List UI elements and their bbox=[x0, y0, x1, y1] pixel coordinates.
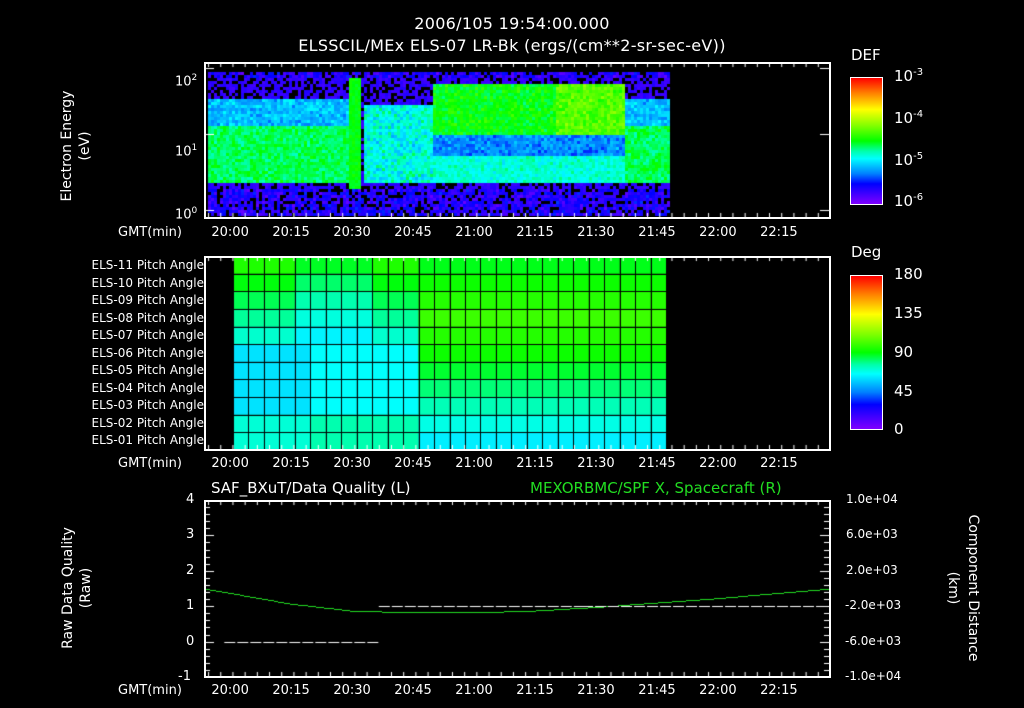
energy-ylabel-line1: Electron Energy bbox=[59, 90, 75, 202]
time-axis-ticks: 20:00 20:15 20:30 20:45 21:00 21:15 21:30 21:45… bbox=[0, 456, 1024, 472]
data-quality-plot bbox=[204, 500, 830, 677]
distance-ytick: 2.0e+03 bbox=[846, 562, 898, 577]
quality-ytick: -1 bbox=[178, 669, 191, 684]
time-tick-label: 20:00 bbox=[211, 456, 249, 471]
energy-spectrogram bbox=[204, 62, 830, 218]
time-tick-label: 22:00 bbox=[699, 456, 737, 471]
quality-ytick: 0 bbox=[186, 633, 195, 649]
time-tick-label: 20:30 bbox=[333, 225, 371, 240]
def-tick-1e-4: 10-4 bbox=[894, 109, 924, 127]
time-tick-label: 21:30 bbox=[577, 456, 615, 471]
pitch-angle-row-label: ELS-10 Pitch Angle bbox=[91, 275, 204, 290]
deg-colorbar bbox=[850, 275, 883, 430]
quality-ytick: 2 bbox=[186, 562, 195, 578]
quality-ytick: 4 bbox=[186, 492, 195, 507]
time-tick-label: 22:00 bbox=[699, 225, 737, 240]
deg-tick-90: 90 bbox=[894, 343, 914, 361]
time-tick-label: 21:00 bbox=[455, 225, 493, 240]
pitch-angle-row-label: ELS-05 Pitch Angle bbox=[91, 363, 204, 377]
time-tick-label: 21:15 bbox=[516, 456, 554, 471]
data-quality-plot-frame bbox=[204, 500, 831, 678]
time-tick-label: 20:15 bbox=[272, 225, 310, 240]
deg-colorbar-title: Deg bbox=[851, 243, 882, 261]
time-tick-label: 22:00 bbox=[699, 683, 737, 698]
pitch-angle-grid bbox=[204, 256, 830, 450]
time-tick-label: 22:15 bbox=[760, 683, 798, 698]
pitch-angle-row-label: ELS-03 Pitch Angle bbox=[91, 398, 204, 412]
distance-ytick: -6.0e+03 bbox=[845, 633, 902, 648]
energy-plot-frame bbox=[204, 62, 831, 219]
time-axis-ticks: 20:00 20:15 20:30 20:45 21:00 21:15 21:30 21:45… bbox=[0, 225, 1024, 241]
time-axis-ticks: 20:00 20:15 20:30 20:45 21:00 21:15 21:30 21:45… bbox=[0, 683, 1024, 699]
quality-ytick: 3 bbox=[186, 527, 195, 543]
def-tick-1e-3: 10-3 bbox=[894, 67, 924, 85]
time-tick-label: 21:30 bbox=[577, 225, 615, 240]
time-tick-label: 22:15 bbox=[760, 225, 798, 240]
time-axis-label: GMT(min) bbox=[118, 683, 182, 698]
deg-tick-0: 0 bbox=[894, 420, 904, 438]
time-tick-label: 20:00 bbox=[211, 225, 249, 240]
pitch-angle-row-label: ELS-04 Pitch Angle bbox=[91, 380, 204, 395]
energy-ylabel-line2: (eV) bbox=[77, 131, 93, 161]
pitch-angle-row-label: ELS-11 Pitch Angle bbox=[91, 258, 204, 272]
time-tick-label: 20:15 bbox=[272, 683, 310, 698]
def-tick-1e-5: 10-5 bbox=[894, 151, 924, 169]
right-series-title: MEXORBMC/SPF X, Spacecraft (R) bbox=[530, 479, 782, 497]
distance-ylabel-line2: (km) bbox=[945, 571, 961, 605]
def-colorbar-title: DEF bbox=[851, 46, 881, 64]
pitch-angle-row-label: ELS-06 Pitch Angle bbox=[91, 345, 204, 360]
quality-ytick: 1 bbox=[186, 598, 195, 614]
deg-tick-45: 45 bbox=[894, 382, 914, 400]
time-tick-label: 21:15 bbox=[516, 683, 554, 698]
time-tick-label: 22:15 bbox=[760, 456, 798, 471]
time-tick-label: 21:45 bbox=[638, 456, 676, 471]
time-axis-label: GMT(min) bbox=[118, 456, 182, 471]
pitch-angle-row-label: ELS-02 Pitch Angle bbox=[91, 415, 204, 430]
left-series-title: SAF_BXuT/Data Quality (L) bbox=[211, 479, 411, 497]
deg-tick-135: 135 bbox=[894, 304, 923, 322]
time-tick-label: 21:15 bbox=[516, 225, 554, 240]
time-tick-label: 21:45 bbox=[638, 225, 676, 240]
distance-ytick: 1.0e+04 bbox=[846, 492, 898, 506]
time-tick-label: 21:45 bbox=[638, 683, 676, 698]
distance-ylabel-line1: Component Distance bbox=[965, 514, 981, 662]
time-tick-label: 20:45 bbox=[394, 225, 432, 240]
time-tick-label: 21:00 bbox=[455, 683, 493, 698]
time-axis-label: GMT(min) bbox=[118, 225, 182, 240]
distance-ytick: 6.0e+03 bbox=[846, 527, 898, 542]
plot-timestamp: 2006/105 19:54:00.000 bbox=[414, 14, 610, 33]
def-colorbar bbox=[850, 77, 883, 205]
pitch-angle-row-label: ELS-01 Pitch Angle bbox=[91, 433, 204, 447]
quality-ylabel-line2: (Raw) bbox=[78, 567, 94, 609]
time-tick-label: 20:45 bbox=[394, 683, 432, 698]
distance-ytick: -2.0e+03 bbox=[845, 598, 902, 613]
time-tick-label: 20:15 bbox=[272, 456, 310, 471]
time-tick-label: 21:00 bbox=[455, 456, 493, 471]
pitch-angle-row-label: ELS-07 Pitch Angle bbox=[91, 328, 204, 342]
distance-ytick: -1.0e+04 bbox=[845, 669, 902, 683]
time-tick-label: 20:45 bbox=[394, 456, 432, 471]
time-tick-label: 20:00 bbox=[211, 683, 249, 698]
pitch-angle-plot-frame bbox=[204, 256, 831, 451]
plot-title: ELSSCIL/MEx ELS-07 LR-Bk (ergs/(cm**2-sr… bbox=[298, 36, 726, 55]
pitch-angle-row-label: ELS-08 Pitch Angle bbox=[91, 310, 204, 325]
energy-ytick-1: 100 bbox=[175, 206, 198, 223]
energy-ytick-10: 101 bbox=[175, 143, 198, 160]
deg-tick-180: 180 bbox=[894, 265, 923, 283]
def-tick-1e-6: 10-6 bbox=[894, 192, 924, 210]
pitch-angle-row-label: ELS-09 Pitch Angle bbox=[91, 293, 204, 307]
time-tick-label: 20:30 bbox=[333, 683, 371, 698]
time-tick-label: 21:30 bbox=[577, 683, 615, 698]
time-tick-label: 20:30 bbox=[333, 456, 371, 471]
energy-ytick-100: 102 bbox=[175, 73, 198, 90]
quality-ylabel-line1: Raw Data Quality bbox=[60, 527, 76, 649]
